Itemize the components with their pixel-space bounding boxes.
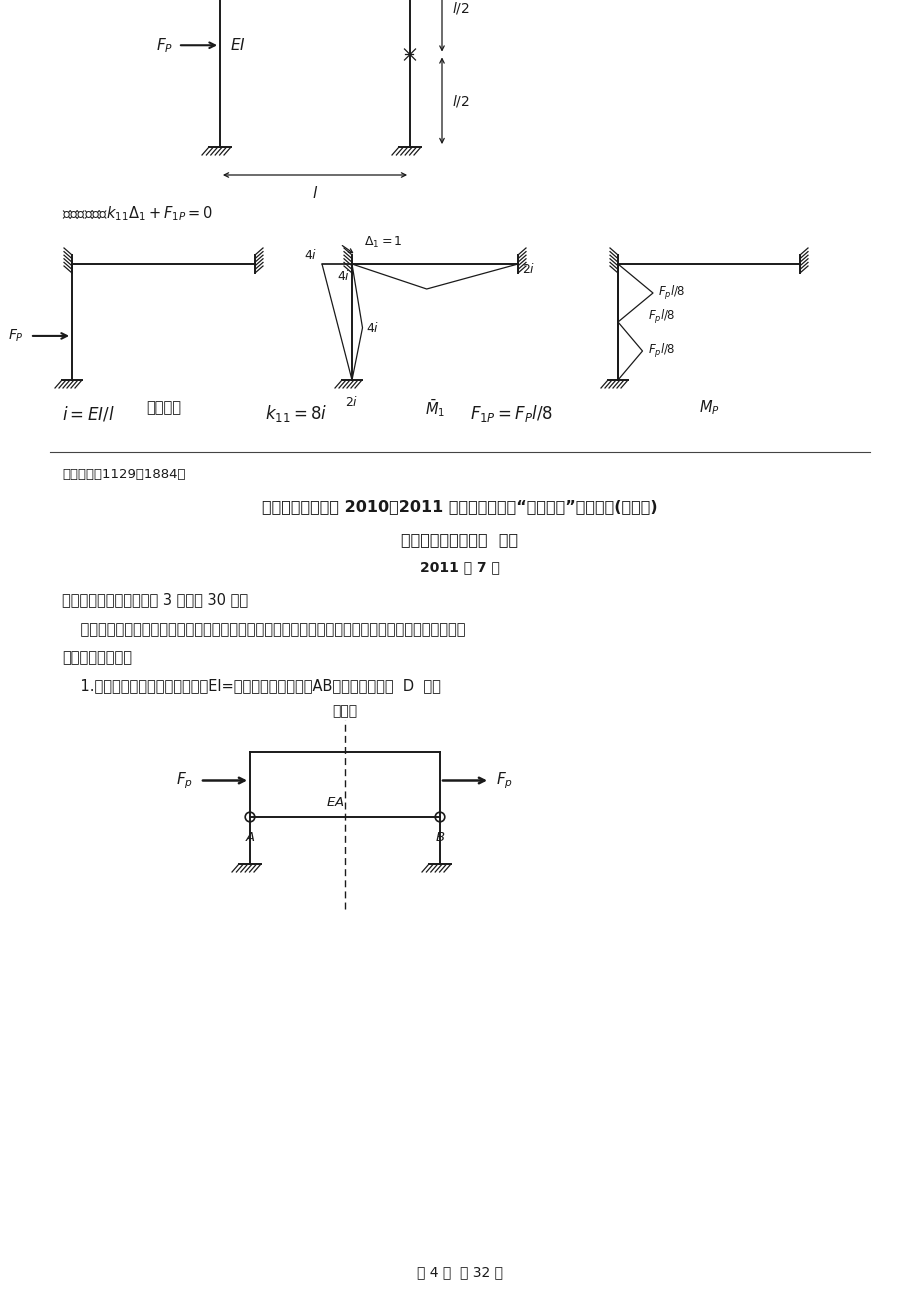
Text: $2i$: $2i$ [521, 262, 535, 276]
Text: 1.图示对称结构作用反对荷载，EI=常数，对称轴穿过的AB杆件内力满足（  D  ）。: 1.图示对称结构作用反对荷载，EI=常数，对称轴穿过的AB杆件内力满足（ D ）… [62, 678, 440, 694]
Text: $4i$: $4i$ [366, 320, 380, 335]
Text: $F_{1P} = F_P l/8$: $F_{1P} = F_P l/8$ [470, 404, 552, 424]
Text: $F_P$: $F_P$ [156, 36, 174, 55]
Text: 一、单项选择题（每小题 3 分，共 30 分）: 一、单项选择题（每小题 3 分，共 30 分） [62, 592, 248, 608]
Text: 解：典型方程$k_{11}\Delta_1 + F_{1P} = 0$: 解：典型方程$k_{11}\Delta_1 + F_{1P} = 0$ [62, 204, 213, 224]
Text: 对称轴: 对称轴 [332, 704, 357, 717]
Text: 第 4 页  共 32 页: 第 4 页 共 32 页 [416, 1266, 503, 1279]
Text: $F_p l/8$: $F_p l/8$ [657, 284, 685, 302]
Text: 中央广播电视大学 2010－2011 学年度第二学期“开放本科”期末考试(半开卷): 中央广播电视大学 2010－2011 学年度第二学期“开放本科”期末考试(半开卷… [262, 500, 657, 514]
Text: $l$: $l$ [312, 185, 318, 201]
Text: $F_p l/8$: $F_p l/8$ [647, 309, 675, 326]
Text: $\bar{M}_1$: $\bar{M}_1$ [425, 397, 445, 419]
Text: $4i$: $4i$ [336, 270, 349, 284]
Text: $M_P$: $M_P$ [698, 398, 719, 418]
Text: 在每小题的四个备选答案中选出一个正确答案，并将其代号填在题干后面的括号内。不选、错选或多: 在每小题的四个备选答案中选出一个正确答案，并将其代号填在题干后面的括号内。不选、… [62, 622, 465, 638]
Text: $F_P$: $F_P$ [8, 328, 24, 344]
Text: $k_{11} = 8i$: $k_{11} = 8i$ [265, 404, 327, 424]
Text: $EI$: $EI$ [230, 38, 245, 53]
Text: $4i$: $4i$ [303, 247, 317, 262]
Text: 土木工程力学（本）  试题: 土木工程力学（本） 试题 [401, 533, 518, 548]
Text: $F_p$: $F_p$ [176, 771, 193, 790]
Text: $\Delta_1=1$: $\Delta_1=1$ [364, 234, 403, 250]
Text: 试卷代号：1129（1884）: 试卷代号：1129（1884） [62, 467, 186, 480]
Text: $i = EI/l$: $i = EI/l$ [62, 405, 115, 423]
Text: $l/2$: $l/2$ [451, 0, 469, 16]
Text: $EA$: $EA$ [325, 796, 344, 809]
Text: 选者，该题无分。: 选者，该题无分。 [62, 651, 131, 665]
Text: $l/2$: $l/2$ [451, 92, 469, 109]
Text: $B$: $B$ [435, 831, 445, 844]
Text: 2011 年 7 月: 2011 年 7 月 [420, 560, 499, 574]
Text: 基本体系: 基本体系 [146, 401, 181, 415]
Text: $F_p$: $F_p$ [496, 771, 513, 790]
Text: $F_p l/8$: $F_p l/8$ [647, 342, 675, 359]
Text: $2i$: $2i$ [345, 395, 358, 409]
Text: $A$: $A$ [244, 831, 255, 844]
